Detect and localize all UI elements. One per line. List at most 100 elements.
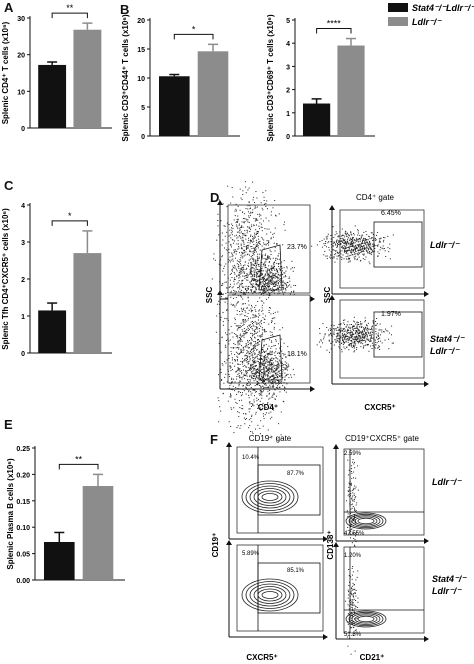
d-dots-left-bot [249,383,251,385]
d-dots-right-top [344,245,346,247]
d-dots-left2-bot [279,386,281,388]
d-dots-left-top [254,207,256,209]
d-dots-left-bot [227,400,229,402]
d-dots-right-bot [356,331,358,333]
d-dots-right-bot [368,332,370,334]
d-dots-left-top [217,225,219,227]
d-dots-left-top [231,234,233,236]
d-dots-left2-bot [284,353,286,355]
d-dots-right-bot [362,332,364,334]
d-dots-left-top [254,271,256,273]
d-dots-right-top [328,246,330,248]
d-dots-left-bot [240,350,242,352]
d-dots-left2-bot [263,372,265,374]
d-dots-left-top [278,266,280,268]
d-dots-right-bot [355,336,357,338]
d-dots-left2-top [293,291,295,293]
d-dots-left-bot [230,347,232,349]
d-dots-left2-bot [262,360,264,362]
d-dots-left2-top [272,262,274,264]
d-dots-right-top [330,251,332,253]
d-dots-left-bot [275,284,277,286]
d-dots-left-bot [231,380,233,382]
d-dots-left-bot [233,407,235,409]
d-dots-right-bot [349,336,351,338]
d-dots-right-top [337,252,339,254]
d-dots-left-top [259,253,261,255]
d-dots-right-bot [360,337,362,339]
panel-label-e: E [4,417,13,432]
d-dots-left2-bot [278,363,280,365]
d-dots-right-top [350,243,352,245]
d-dots-left2-bot [261,349,263,351]
d-dots-right-bot [364,330,366,332]
d-dots-left-top [267,255,269,257]
d-dots-left-bot [253,341,255,343]
d-dots-right-top [353,256,355,258]
d-dots-left-bot [239,271,241,273]
d-dots-left2-top [280,282,282,284]
d-dots-left-top [241,282,243,284]
d-dots-left-bot [260,387,262,389]
d-dots-left2-top [269,276,271,278]
d-dots-left-bot [234,290,236,292]
d-dots-left2-bot [268,378,270,380]
d-dots-right-top [367,247,369,249]
d-dots-left-bot [248,304,250,306]
d-dots-left2-top [286,266,288,268]
d-dots-right-bot [354,333,356,335]
d-dots-right-bot [328,335,330,337]
d-dots-right-top [350,240,352,242]
d-dots-left-top [235,210,237,212]
d-dots-left-top [224,274,226,276]
d-dots-left-bot [237,391,239,393]
d-dots-right-bot [369,334,371,336]
d-dots-left-top [234,267,236,269]
d-dots-left-top [238,246,240,248]
d-dots-left-top [241,199,243,201]
d-dots-left-bot [264,331,266,333]
d-dots-left-bot [244,375,246,377]
d-dots-left2-top [258,271,260,273]
d-dots-right-bot [370,340,372,342]
d-dots-right-bot [351,335,353,337]
d-dots-right-bot [364,319,366,321]
d-dots-left2-bot [271,363,273,365]
d-dots-left2-bot [260,358,262,360]
d-dots-right-top [354,250,356,252]
d-dots-left2-bot [263,356,265,358]
d-dots-left-bot [258,324,260,326]
d-dots-right-bot [379,348,381,350]
f-dots-right-bot [348,575,350,577]
d-dots-left-top [234,293,236,295]
f-dots-right-top [348,489,350,491]
f-bot-tr: 85.1% [287,568,305,574]
d-dots-left-bot [252,324,254,326]
d-dots-left-bot [272,362,274,364]
d-dots-left-top [251,212,253,214]
d-dots-right-bot [350,340,352,342]
d-dots-left2-top [282,292,284,294]
d-dots-left-bot [249,365,251,367]
d-dots-left-bot [240,337,242,339]
f-dots-right-top [350,482,352,484]
d-dots-left2-top [279,280,281,282]
d-dots-left2-top [266,272,268,274]
d-dots-left-bot [245,330,247,332]
d-dots-left-top [273,263,275,265]
d-dots-right-top [369,263,371,265]
d-dots-right-top [348,258,350,260]
d-dots-left2-bot [275,364,277,366]
d-dots-left-top [237,243,239,245]
d-dots-right-bot [367,343,369,345]
d-dots-left2-bot [271,363,273,365]
d-dots-left-top [241,251,243,253]
d-dots-left2-bot [266,366,268,368]
f-dots-right-bot [345,600,347,602]
d-dots-left-top [258,225,260,227]
d-dots-right-bot [336,335,338,337]
d-dots-right-top [363,231,365,233]
d-dots-left-top [256,197,258,199]
d-dots-left2-bot [266,368,268,370]
